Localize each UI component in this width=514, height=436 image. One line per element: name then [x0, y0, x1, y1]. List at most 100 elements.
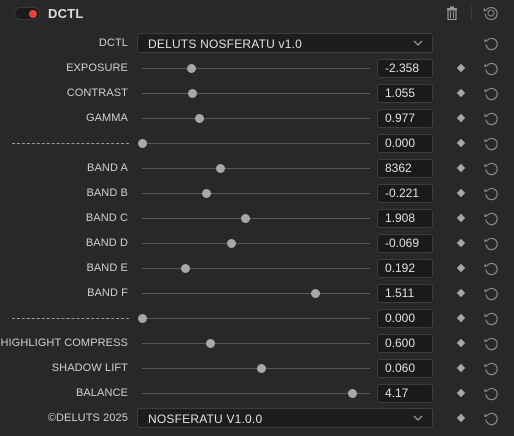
reset-icon[interactable] — [483, 260, 500, 277]
slider-track[interactable] — [142, 93, 370, 94]
dctl-label: DCTL — [98, 37, 128, 49]
value-input[interactable]: -0.069 — [377, 234, 433, 253]
trash-icon[interactable] — [446, 6, 458, 20]
reset-icon[interactable] — [483, 410, 500, 427]
value-input[interactable]: 0.060 — [377, 359, 433, 378]
value-input[interactable]: 0.000 — [377, 309, 433, 328]
slider-track[interactable] — [142, 293, 370, 294]
slider-thumb[interactable] — [138, 314, 147, 323]
slider-thumb[interactable] — [187, 64, 197, 73]
enable-toggle[interactable] — [14, 7, 40, 20]
reset-icon[interactable] — [483, 110, 500, 127]
param-label: GAMMA — [85, 112, 128, 124]
value-input[interactable]: 0.600 — [377, 334, 433, 353]
slider-thumb[interactable] — [347, 389, 357, 398]
preset-selected-value: NOSFERATU V1.0.0 — [148, 412, 263, 426]
param-row-band-c: BAND C 1.908 — [0, 206, 514, 231]
param-row-band-d: BAND D -0.069 — [0, 231, 514, 256]
value-input[interactable]: 1.908 — [377, 209, 433, 228]
slider-track[interactable] — [142, 243, 370, 244]
keyframe-diamond-icon[interactable] — [456, 288, 466, 298]
slider-thumb[interactable] — [240, 214, 250, 223]
slider-track[interactable] — [142, 68, 370, 69]
slider-thumb[interactable] — [256, 364, 266, 373]
dctl-dropdown[interactable]: DELUTS NOSFERATU v1.0 — [137, 33, 433, 53]
reset-icon[interactable] — [483, 60, 500, 77]
reset-icon[interactable] — [483, 360, 500, 377]
slider-track[interactable] — [142, 268, 370, 269]
keyframe-diamond-icon[interactable] — [456, 163, 466, 173]
reset-icon[interactable] — [483, 235, 500, 252]
slider-track[interactable] — [142, 168, 370, 169]
param-label: BAND B — [86, 187, 128, 199]
keyframe-diamond-icon[interactable] — [456, 213, 466, 223]
param-row-band-f: BAND F 1.511 — [0, 281, 514, 306]
value-input[interactable]: -0.221 — [377, 184, 433, 203]
param-label: HIGHLIGHT COMPRESS — [0, 337, 128, 349]
keyframe-diamond-icon[interactable] — [456, 113, 466, 123]
keyframe-diamond-icon[interactable] — [456, 238, 466, 248]
reset-icon[interactable] — [483, 335, 500, 352]
keyframe-diamond-icon[interactable] — [456, 338, 466, 348]
slider-track[interactable] — [142, 368, 370, 369]
reset-icon[interactable] — [483, 210, 500, 227]
keyframe-diamond-icon[interactable] — [456, 88, 466, 98]
param-row-shadow-lift: SHADOW LIFT 0.060 — [0, 356, 514, 381]
keyframe-diamond-icon[interactable] — [456, 313, 466, 323]
keyframe-diamond-icon[interactable] — [456, 388, 466, 398]
value-input[interactable]: 0.192 — [377, 259, 433, 278]
slider-thumb[interactable] — [201, 189, 211, 198]
param-label: BAND D — [85, 237, 128, 249]
slider-thumb[interactable] — [188, 89, 198, 98]
param-label: CONTRAST — [66, 87, 128, 99]
param-row-band-e: BAND E 0.192 — [0, 256, 514, 281]
slider-thumb[interactable] — [226, 239, 236, 248]
slider-track[interactable] — [142, 218, 370, 219]
slider-thumb[interactable] — [181, 264, 191, 273]
value-input[interactable]: 1.511 — [377, 284, 433, 303]
value-input[interactable]: 4.17 — [377, 384, 433, 403]
value-input[interactable]: 0.977 — [377, 109, 433, 128]
keyframe-diamond-icon[interactable] — [456, 363, 466, 373]
keyframe-diamond-icon[interactable] — [456, 413, 466, 423]
param-row-highlight-compress: HIGHLIGHT COMPRESS 0.600 — [0, 331, 514, 356]
param-row-balance: BALANCE 4.17 — [0, 381, 514, 406]
slider-track[interactable] — [142, 193, 370, 194]
value-input[interactable]: 8362 — [377, 159, 433, 178]
keyframe-diamond-icon[interactable] — [456, 138, 466, 148]
slider-thumb[interactable] — [215, 164, 225, 173]
reset-icon[interactable] — [483, 285, 500, 302]
slider-track[interactable] — [142, 393, 370, 394]
value-input[interactable]: 1.055 — [377, 84, 433, 103]
toggle-knob — [29, 10, 37, 18]
slider-track[interactable] — [142, 118, 370, 119]
slider-thumb[interactable] — [195, 114, 204, 123]
reset-icon[interactable] — [483, 385, 500, 402]
keyframe-diamond-icon[interactable] — [456, 188, 466, 198]
slider-track[interactable] — [142, 343, 370, 344]
separator-line — [12, 143, 129, 144]
preset-dropdown[interactable]: NOSFERATU V1.0.0 — [137, 408, 433, 428]
slider-track[interactable] — [142, 318, 370, 319]
slider-track[interactable] — [142, 143, 370, 144]
separator-line — [12, 318, 129, 319]
slider-thumb[interactable] — [206, 339, 216, 348]
reset-icon[interactable] — [483, 135, 500, 152]
reset-icon[interactable] — [483, 160, 500, 177]
param-label: BAND C — [85, 212, 128, 224]
keyframe-diamond-icon[interactable] — [456, 63, 466, 73]
reset-icon[interactable] — [483, 35, 500, 52]
value-input[interactable]: -2.358 — [377, 59, 433, 78]
panel-title: DCTL — [48, 6, 84, 21]
param-row-exposure: EXPOSURE -2.358 — [0, 56, 514, 81]
copyright-label: ©DELUTS 2025 — [47, 412, 128, 424]
value-input[interactable]: 0.000 — [377, 134, 433, 153]
param-label: BAND F — [87, 287, 128, 299]
keyframe-diamond-icon[interactable] — [456, 263, 466, 273]
slider-thumb[interactable] — [311, 289, 321, 298]
reset-icon[interactable] — [483, 85, 500, 102]
reset-icon[interactable] — [483, 310, 500, 327]
reset-all-icon[interactable] — [482, 4, 500, 22]
slider-thumb[interactable] — [138, 139, 147, 148]
reset-icon[interactable] — [483, 185, 500, 202]
